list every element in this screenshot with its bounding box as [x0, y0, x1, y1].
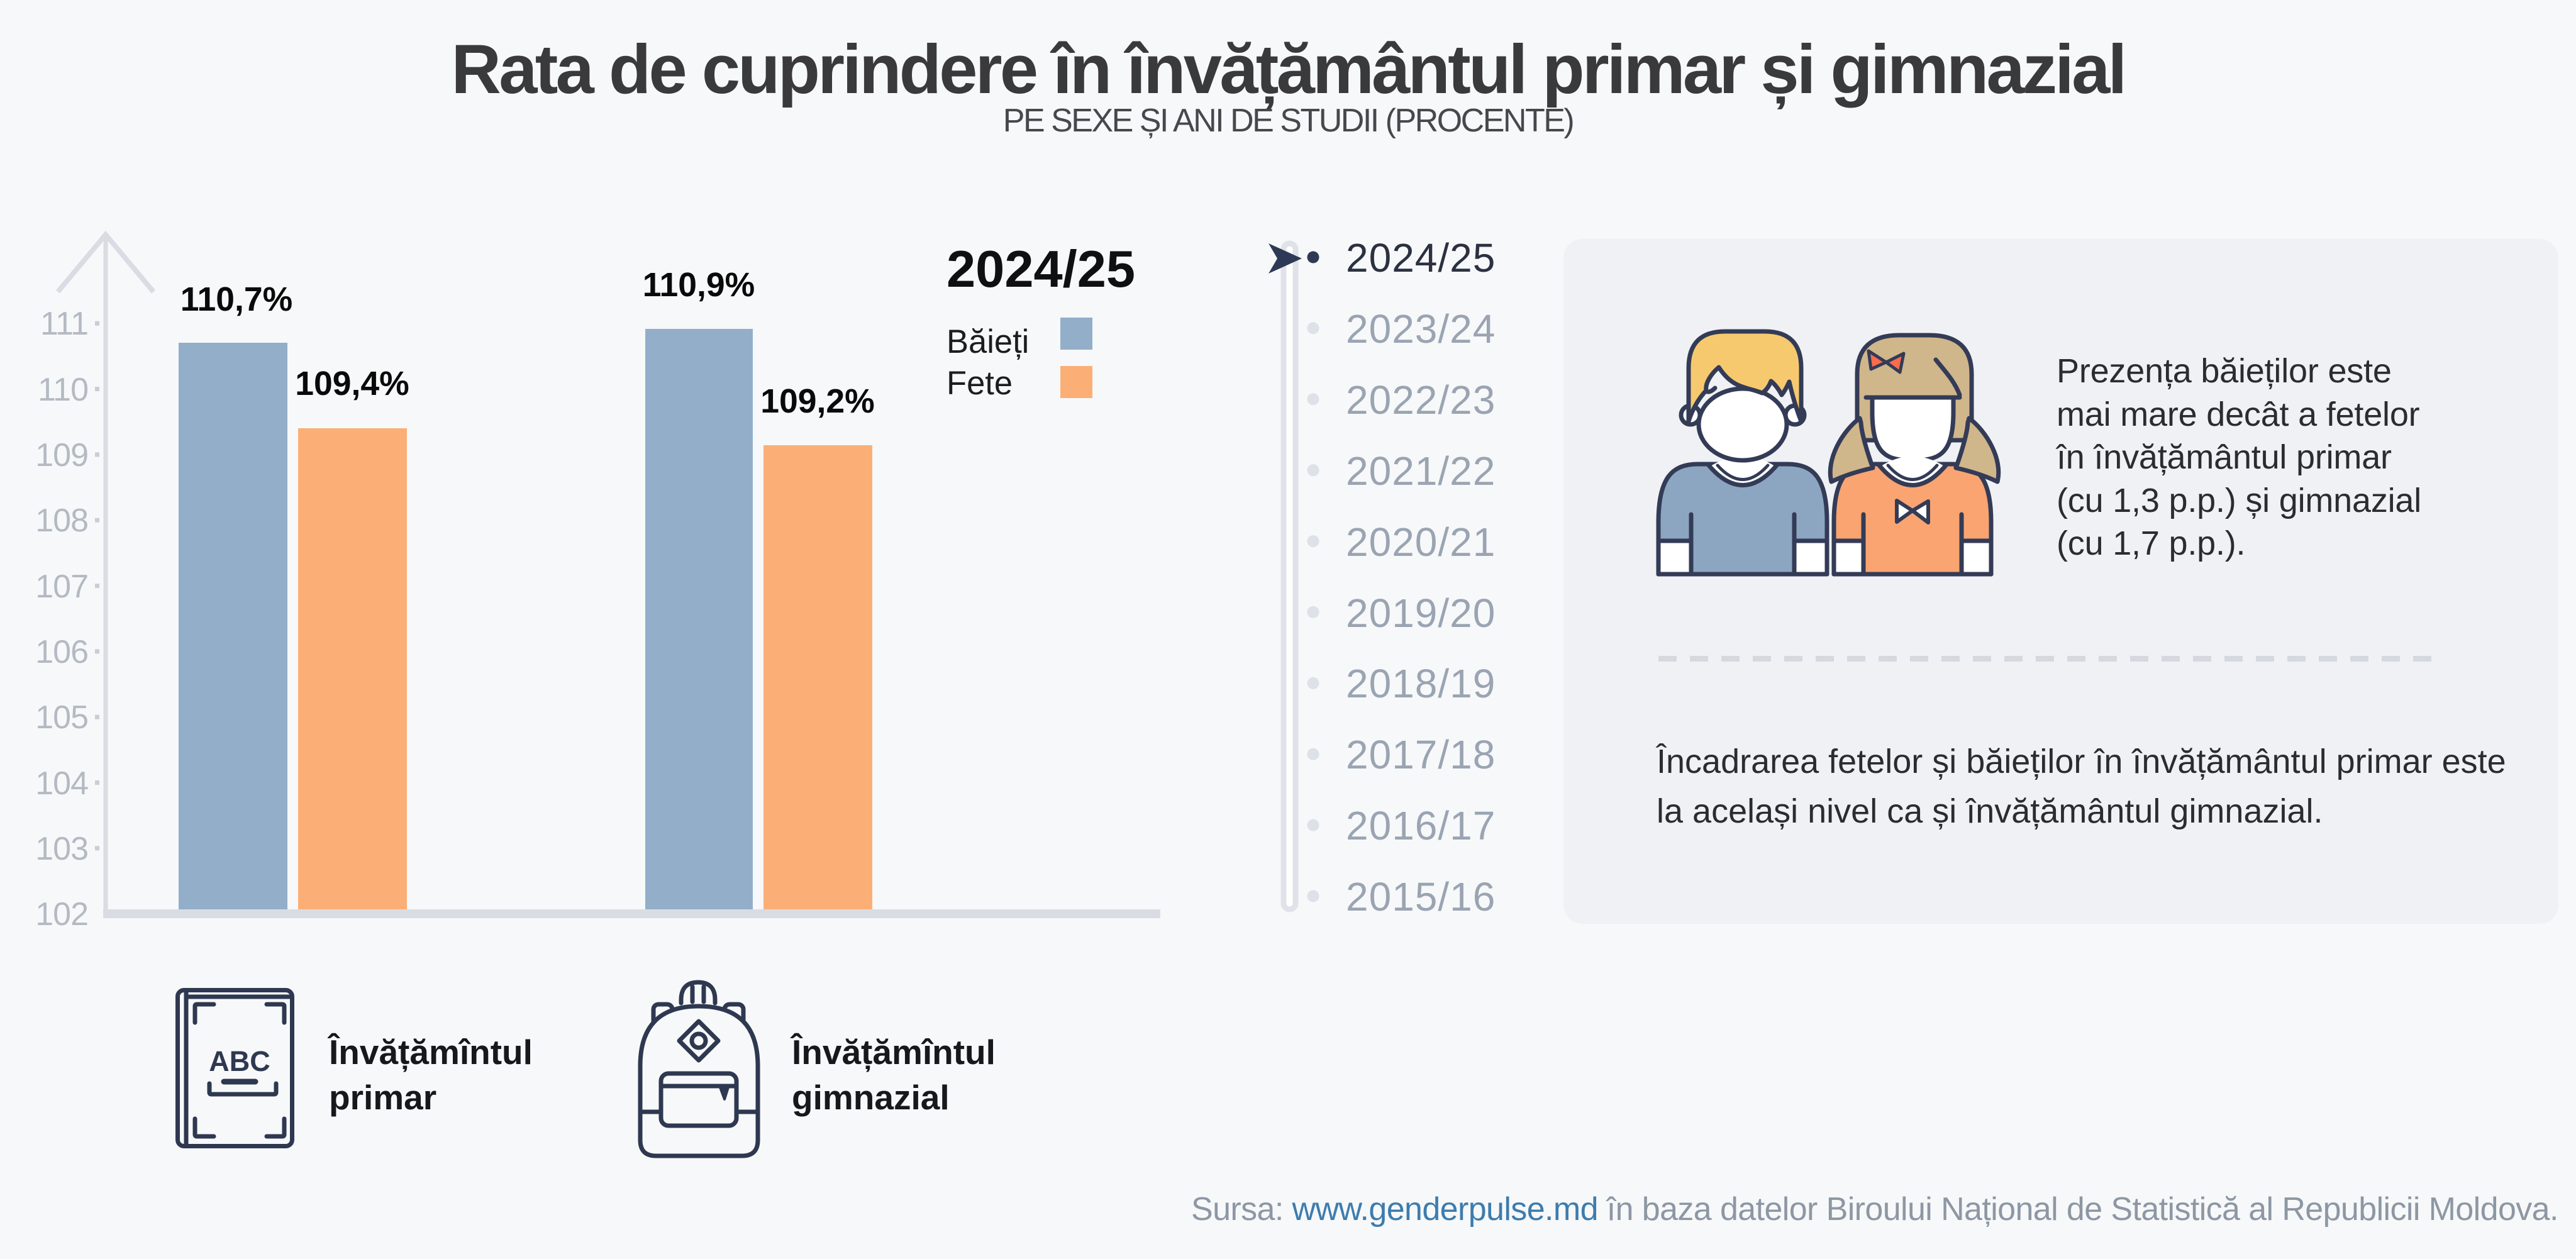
svg-text:ABC: ABC	[209, 1045, 270, 1077]
